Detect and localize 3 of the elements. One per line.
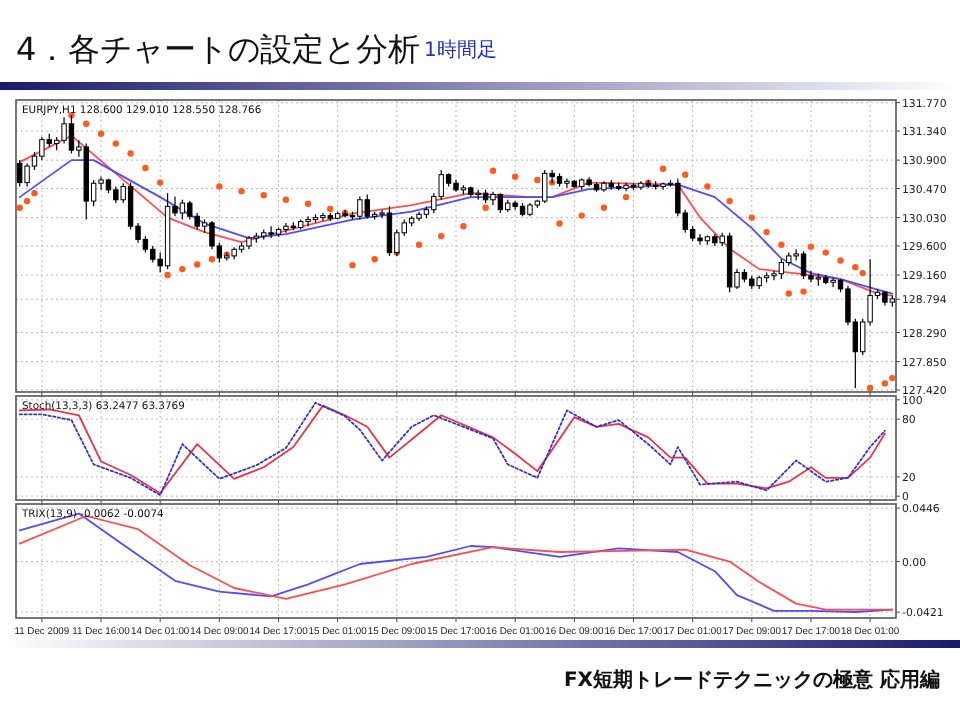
chart-subtitle: 1時間足 <box>424 38 497 62</box>
text: FX短期トレードテクニックの極意 応用編 <box>563 668 940 692</box>
chart-title: 4．各チャートの設定と分析 <box>16 30 421 68</box>
